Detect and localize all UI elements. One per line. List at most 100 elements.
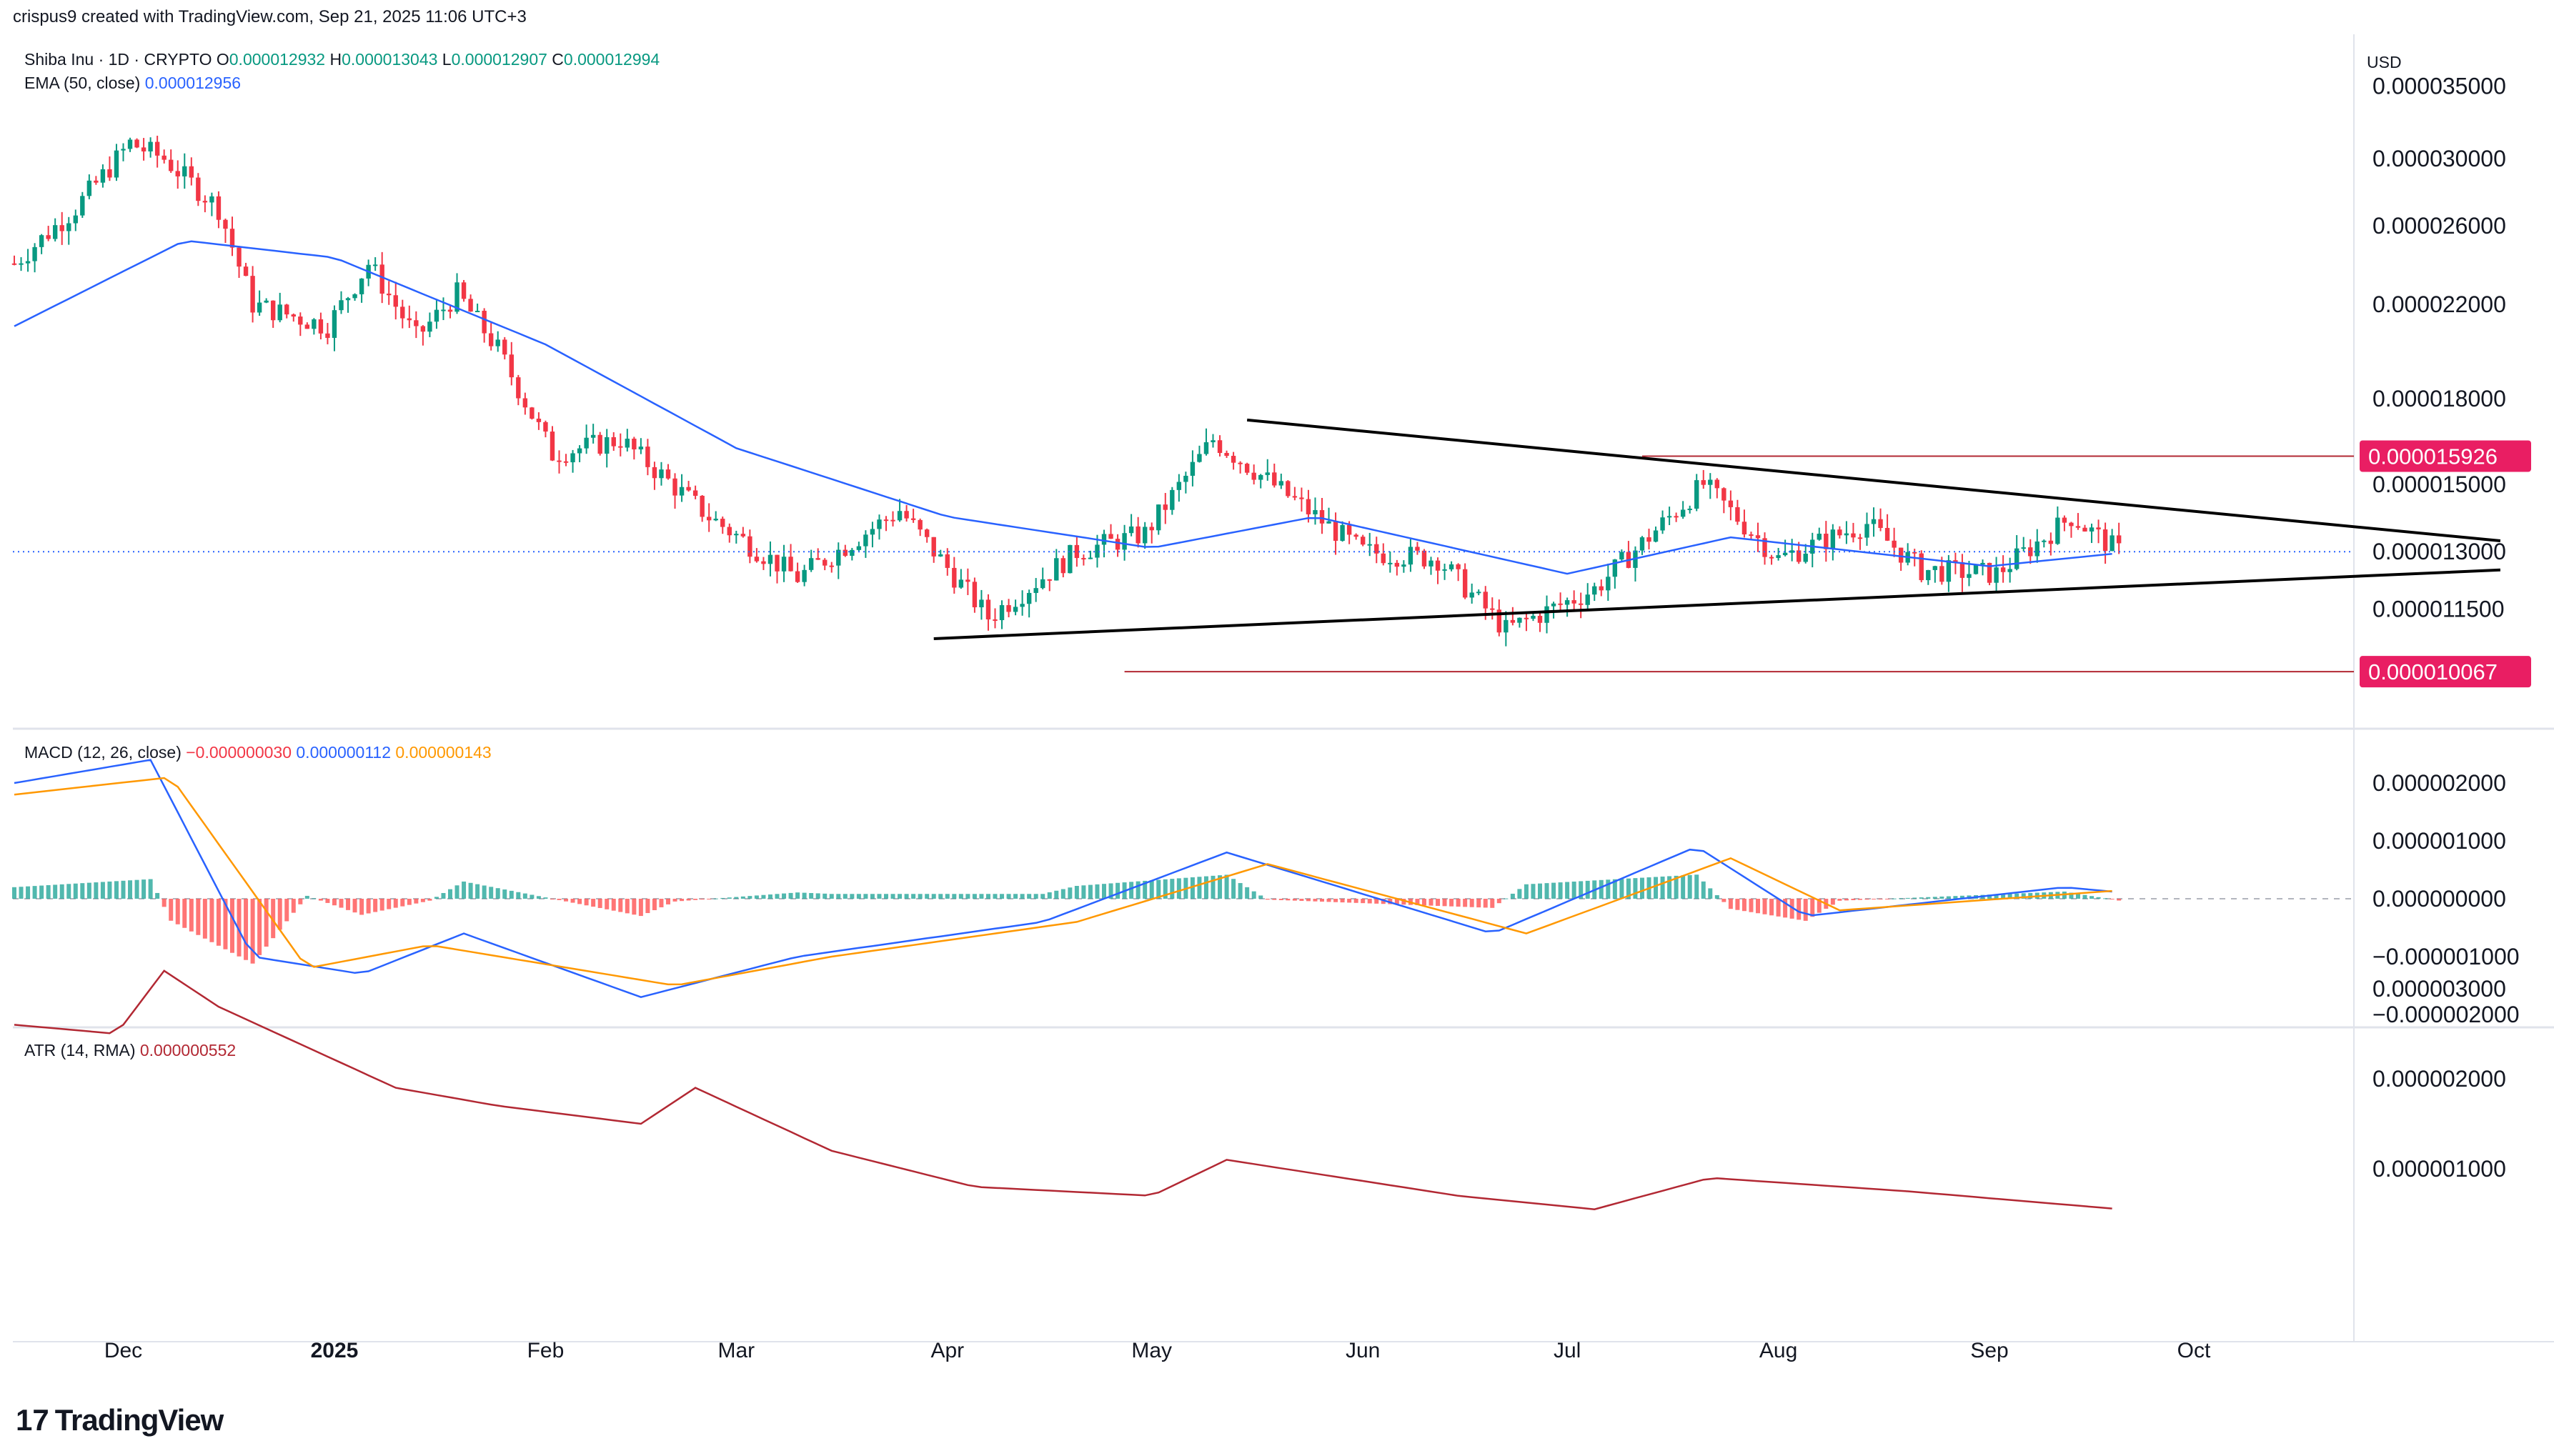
macd-hist-bar [767,894,772,899]
macd-hist-bar [1851,899,1856,900]
x-tick-label: Aug [1759,1339,1797,1362]
candle-body [1026,592,1032,604]
macd-hist-bar [1272,899,1277,900]
chart-canvas[interactable]: Dec 2025 Feb Mar Apr May Jun Jul Aug Sep Oct 0.0000… [0,34,2554,1392]
macd-hist-bar [1571,881,1576,899]
macd-hist-bar [911,894,916,899]
macd-hist-bar [856,894,861,899]
candle-body [945,554,950,568]
macd-hist-bar [1401,899,1406,905]
trendline-lower [933,568,2500,640]
candle-body [1367,544,1372,546]
macd-line-value: 0.000000112 [296,743,391,762]
candle-body [1421,550,1427,567]
macd-hist-bar [904,894,909,899]
candle-body [1735,507,1740,522]
candle-body [1428,560,1433,567]
macd-hist-bar [291,899,296,913]
candle-body [1108,534,1113,539]
macd-hist-bar [1830,899,1835,905]
macd-hist-bar [2103,898,2108,899]
candle-body [2062,517,2067,523]
macd-hist-bar [1667,876,1672,899]
atr-legend[interactable]: ATR (14, RMA) 0.000000552 [24,1041,236,1060]
candle-body [250,276,255,313]
macd-hist-bar [209,899,214,942]
price-tick-label: 0.000018000 [2372,386,2506,412]
macd-hist-bar [522,893,527,899]
symbol-legend[interactable]: Shiba Inu · 1D · CRYPTO O0.000012932 H0.… [24,50,660,69]
candle-body [1741,522,1747,535]
candle-body [706,517,712,521]
macd-hist-bar [230,899,234,953]
candle-body [1122,533,1127,550]
candle-body [223,219,228,229]
macd-hist-bar [1837,899,1842,901]
macd-hist-bar [836,894,841,899]
macd-hist-bar [1251,891,1256,899]
macd-hist-bar [1040,894,1045,899]
macd-hist-bar [1013,894,1018,899]
macd-hist-bar [2069,892,2074,899]
candle-body [856,546,862,550]
macd-hist-bar [1340,899,1345,903]
candle-body [836,549,841,566]
macd-hist-bar [557,899,562,900]
candle-body [1244,464,1250,473]
candle-body [2042,540,2047,542]
candle-body [148,141,153,151]
macd-hist-bar [1278,899,1283,900]
candle-body [80,196,85,216]
candle-body [1694,480,1699,509]
macd-hist-bar [666,899,670,904]
candle-body [1381,553,1386,564]
atr-tick-label: 0.000001000 [2372,1156,2506,1182]
candle-body [1054,558,1059,581]
candle-body [1953,560,1958,562]
candle-body [1469,592,1474,598]
macd-hist-bar [931,894,936,899]
macd-hist-bar [1544,883,1549,899]
candle-body [2055,517,2060,544]
macd-signal-line [14,777,2112,986]
ema-line [14,240,2112,575]
macd-hist-bar [577,899,582,904]
macd-hist-bar [1565,882,1570,899]
candle-body [1388,562,1393,564]
macd-hist-bar [1769,899,1774,916]
candle-body [1871,519,1877,524]
macd-tick-label: −0.000001000 [2372,944,2520,969]
candle-body [611,437,616,447]
trendline-upper [1246,418,2501,542]
macd-hist-bar [352,899,357,913]
candle-body [2028,547,2033,557]
candle-body [264,300,269,303]
macd-hist-bar [1190,877,1195,899]
macd-legend[interactable]: MACD (12, 26, close) −0.000000030 0.0000… [24,743,492,762]
ema-label: EMA (50, close) [24,74,141,92]
candle-body [924,529,930,537]
high-label: H [329,50,342,69]
macd-hist-bar [516,892,521,899]
ema-legend[interactable]: EMA (50, close) 0.000012956 [24,74,241,93]
close-value: 0.000012994 [563,50,660,69]
atr-value: 0.000000552 [139,1041,237,1059]
macd-hist-bar [802,892,807,899]
candle-body [73,215,78,224]
candle-body [1462,569,1468,598]
macd-hist-bar [1510,893,1515,899]
macd-hist-bar [175,899,180,924]
candle-body [1578,603,1584,605]
candle-body [1599,586,1604,591]
price-marker-label: 0.000010067 [2368,659,2498,684]
candle-body [672,478,677,496]
candle-body [904,511,909,519]
currency-label[interactable]: USD [2367,53,2402,71]
candle-body [502,339,507,355]
candle-body [584,437,589,449]
candle-body [665,469,671,479]
tradingview-logo[interactable]: 17 TradingView [16,1399,224,1442]
symbol-title: Shiba Inu · 1D · CRYPTO [24,50,212,69]
macd-hist-bar [850,894,855,899]
macd-hist-bar [972,894,977,899]
